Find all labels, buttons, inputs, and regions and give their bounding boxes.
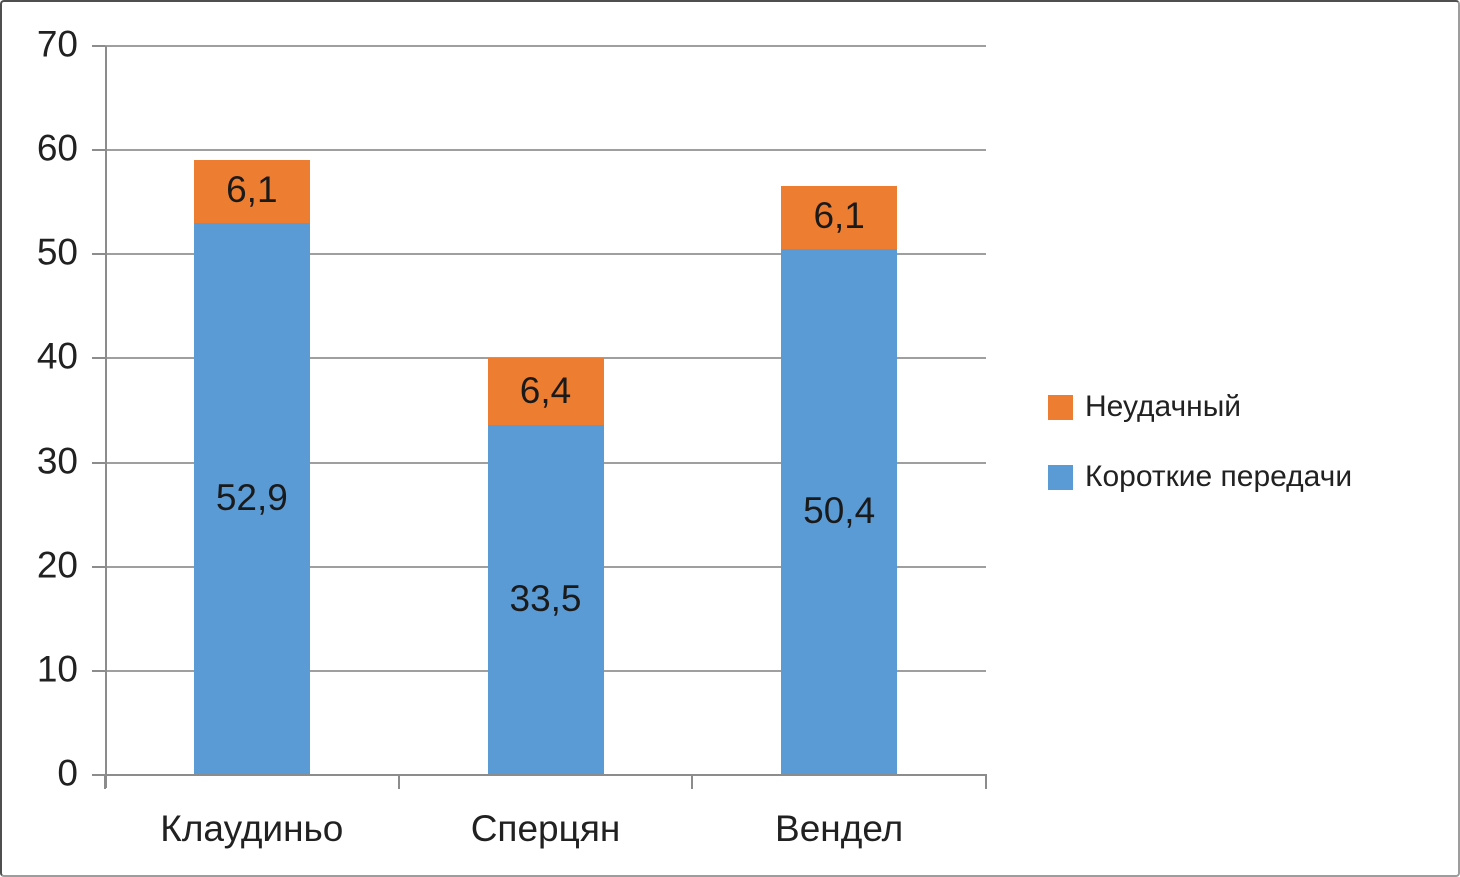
gridline bbox=[105, 253, 986, 256]
y-axis-tick-label: 40 bbox=[36, 335, 78, 377]
y-axis-tick bbox=[92, 253, 105, 256]
x-axis-tick bbox=[985, 774, 987, 789]
bar-value-label: 50,4 bbox=[803, 489, 876, 531]
y-axis-tick-label: 10 bbox=[36, 648, 78, 690]
legend-swatch-icon bbox=[1048, 394, 1073, 420]
y-axis-tick bbox=[92, 669, 105, 672]
legend-item: Неудачный bbox=[1048, 392, 1352, 422]
y-axis-tick-label: 0 bbox=[57, 752, 78, 794]
legend-swatch-icon bbox=[1048, 464, 1073, 490]
bar-segment-short-passes bbox=[193, 223, 310, 774]
x-axis-tick bbox=[691, 774, 694, 789]
x-axis-tick bbox=[397, 774, 400, 789]
bar-segment-short-passes bbox=[487, 425, 604, 774]
bar-segment-unsuccessful bbox=[781, 185, 898, 250]
x-category-label: Клаудиньо bbox=[160, 808, 344, 849]
legend-label: Короткие передачи bbox=[1085, 460, 1353, 493]
bar-value-label: 33,5 bbox=[509, 577, 582, 619]
x-category-label: Вендел bbox=[775, 808, 904, 849]
y-axis-tick-label: 20 bbox=[36, 544, 78, 586]
y-axis-line bbox=[105, 46, 107, 788]
y-axis-tick-label: 50 bbox=[36, 231, 78, 273]
bar-value-label: 6,1 bbox=[813, 195, 865, 237]
y-axis-tick bbox=[92, 565, 105, 568]
legend-item: Короткие передачи bbox=[1048, 462, 1352, 492]
y-axis-tick bbox=[92, 461, 105, 464]
y-axis-tick-label: 70 bbox=[36, 23, 78, 65]
y-axis-tick bbox=[92, 149, 105, 152]
gridline bbox=[105, 357, 986, 360]
bar-value-label: 6,4 bbox=[519, 369, 572, 411]
legend: Неудачный Короткие передачи bbox=[1048, 392, 1352, 492]
y-axis-tick-label: 60 bbox=[36, 127, 78, 169]
bar-segment-short-passes bbox=[781, 249, 898, 774]
y-axis-tick bbox=[92, 45, 105, 47]
gridline bbox=[105, 149, 986, 152]
bar-value-label: 52,9 bbox=[215, 476, 288, 518]
gridline bbox=[105, 45, 986, 47]
x-category-label: Сперцян bbox=[470, 808, 621, 849]
bar-segment-unsuccessful bbox=[487, 358, 604, 426]
legend-label: Неудачный bbox=[1085, 390, 1242, 423]
x-axis-tick bbox=[104, 774, 106, 789]
y-axis-tick bbox=[92, 357, 105, 360]
y-axis-tick-label: 30 bbox=[36, 439, 78, 481]
bar-value-label: 6,1 bbox=[226, 169, 278, 211]
x-axis-line bbox=[92, 774, 986, 776]
bar-segment-unsuccessful bbox=[193, 159, 310, 224]
